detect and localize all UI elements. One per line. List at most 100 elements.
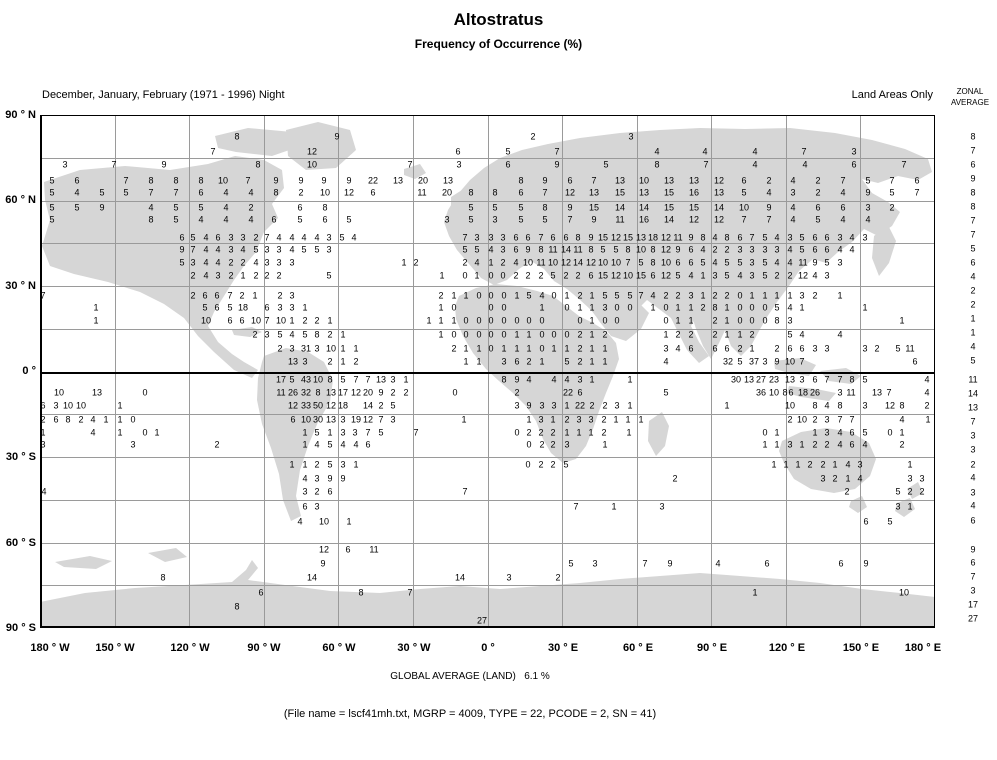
grid-value: 4	[41, 486, 47, 497]
grid-value: 4	[74, 187, 80, 198]
grid-value: 7	[413, 427, 419, 438]
grid-value: 3	[506, 572, 512, 583]
grid-value: 6	[812, 232, 818, 243]
grid-value: 12	[797, 270, 809, 281]
grid-value: 10	[318, 516, 330, 527]
grid-value: 9	[320, 558, 326, 569]
longitude-label: 180 ° E	[904, 642, 942, 654]
grid-value: 5	[518, 202, 524, 213]
grid-value: 5	[518, 214, 524, 225]
grid-value: 4	[297, 516, 303, 527]
grid-value: 9	[542, 175, 548, 186]
grid-value: 2	[844, 486, 850, 497]
zonal-average-value: 7	[970, 571, 976, 582]
grid-value: 1	[564, 290, 570, 301]
grid-value: 9	[179, 244, 185, 255]
grid-value: 3	[576, 414, 582, 425]
grid-value: 4	[148, 202, 154, 213]
grid-value: 36	[755, 387, 767, 398]
grid-value: 3	[712, 270, 718, 281]
grid-value: 8	[322, 202, 328, 213]
grid-value: 3	[264, 244, 270, 255]
longitude-label: 30 ° E	[547, 642, 579, 654]
grid-value: 1	[451, 290, 457, 301]
grid-value: 6	[550, 232, 556, 243]
grid-value: 3	[488, 232, 494, 243]
grid-value: 2	[889, 202, 895, 213]
grid-value: 6	[741, 175, 747, 186]
grid-value: 4	[837, 439, 843, 450]
grid-value: 5	[889, 187, 895, 198]
zonal-average-value: 7	[970, 215, 976, 226]
grid-value: 1	[514, 290, 520, 301]
grid-value: 2	[513, 270, 519, 281]
grid-value: 1	[353, 343, 359, 354]
grid-value: 3	[812, 343, 818, 354]
grid-value: 7	[264, 232, 270, 243]
grid-value: 6	[215, 232, 221, 243]
longitude-label: 30 ° W	[397, 642, 431, 654]
gridline-parallel	[40, 499, 935, 501]
grid-value: 8	[173, 175, 179, 186]
grid-value: 10	[250, 315, 262, 326]
grid-value: 3	[824, 414, 830, 425]
grid-value: 2	[577, 290, 583, 301]
grid-value: 1	[812, 427, 818, 438]
grid-value: 1	[700, 270, 706, 281]
grid-value: 2	[248, 202, 254, 213]
grid-value: 2	[712, 290, 718, 301]
gridline-parallel	[40, 585, 935, 587]
grid-value: 4	[203, 232, 209, 243]
grid-value: 18	[337, 400, 349, 411]
grid-value: 1	[799, 302, 805, 313]
grid-value: 8	[700, 232, 706, 243]
grid-value: 14	[306, 572, 318, 583]
grid-value: 4	[752, 159, 758, 170]
grid-value: 0	[526, 439, 532, 450]
grid-value: 4	[700, 244, 706, 255]
grid-value: 3	[444, 214, 450, 225]
grid-value: 1	[589, 374, 595, 385]
grid-value: 5	[627, 290, 633, 301]
grid-value: 6	[914, 175, 920, 186]
grid-value: 15	[663, 187, 675, 198]
grid-value: 5	[824, 257, 830, 268]
grid-value: 11	[276, 387, 286, 398]
grid-value: 2	[550, 427, 556, 438]
grid-value: 8	[314, 329, 320, 340]
grid-value: 4	[203, 270, 209, 281]
grid-value: 1	[675, 315, 681, 326]
grid-value: 3	[862, 400, 868, 411]
grid-value: 1	[688, 302, 694, 313]
grid-value: 10	[898, 587, 910, 598]
grid-value: 5	[600, 244, 606, 255]
latitude-label: 0 °	[22, 365, 36, 377]
grid-value: 1	[602, 356, 608, 367]
grid-value: 2	[228, 270, 234, 281]
grid-value: 3	[314, 501, 320, 512]
grid-value: 9	[766, 202, 772, 213]
grid-value: 1	[577, 302, 583, 313]
grid-value: 0	[462, 270, 468, 281]
grid-value: 12	[585, 257, 597, 268]
grid-value: 0	[142, 427, 148, 438]
grid-value: 17	[275, 374, 287, 385]
grid-value: 3	[228, 232, 234, 243]
grid-value: 5	[799, 232, 805, 243]
zonal-average-value: 7	[970, 145, 976, 156]
longitude-label: 180 ° W	[30, 642, 70, 654]
grid-value: 12	[688, 214, 700, 225]
grid-value: 22	[562, 387, 574, 398]
grid-value: 3	[688, 290, 694, 301]
grid-value: 0	[762, 427, 768, 438]
grid-value: 5	[526, 290, 532, 301]
grid-value: 2	[815, 187, 821, 198]
grid-value: 1	[774, 290, 780, 301]
grid-value: 1	[576, 427, 582, 438]
grid-value: 8	[234, 601, 240, 612]
grid-value: 0	[463, 315, 469, 326]
grid-value: 0	[614, 315, 620, 326]
grid-value: 6	[863, 516, 869, 527]
grid-value: 4	[787, 244, 793, 255]
